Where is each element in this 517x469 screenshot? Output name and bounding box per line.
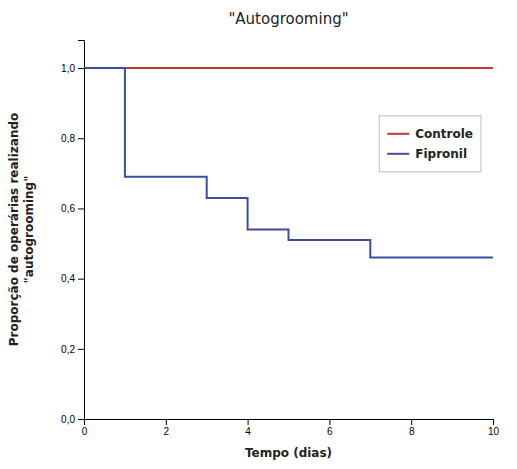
legend-swatch [387,133,409,135]
x-tick: 8 [409,419,415,437]
y-tick: 1,0 [61,63,84,74]
legend-label: Fipronil [415,147,467,161]
legend-swatch [387,153,409,155]
y-tick-label: 1,0 [61,63,75,74]
y-axis: 0,0 0,2 0,4 0,6 0,8 1,0 [61,41,84,425]
x-tick: 2 [164,419,170,437]
y-tick-mark [78,419,84,420]
y-tick-label: 0,2 [61,344,75,355]
x-tick: 6 [327,419,333,437]
x-axis: 0 2 4 6 8 10 [82,419,500,437]
x-tick-label: 6 [327,426,333,437]
y-tick: 0,4 [61,273,84,284]
marks [84,68,493,258]
y-tick-label: 0,4 [61,273,75,284]
x-tick-mark [493,419,494,425]
y-tick-label: 0,0 [61,414,75,425]
x-axis-line [85,420,494,426]
chart: 0 2 4 6 8 10 0,0 0,2 0,4 0,6 0,8 1,0 Controle Fiproni… [0,0,517,469]
x-tick-label: 8 [409,426,415,437]
x-tick-label: 0 [82,426,88,437]
y-axis-title: Proporção de operárias realizando"autogr… [7,113,36,347]
x-tick-label: 10 [488,426,500,437]
x-tick-mark [329,419,330,425]
x-tick-label: 4 [245,426,251,437]
y-tick: 0,0 [61,414,84,425]
y-tick-mark [78,138,84,139]
y-tick: 0,6 [61,203,84,214]
x-tick-mark [166,419,167,425]
legend-box [379,116,481,172]
x-tick-mark [411,419,412,425]
x-axis-title: Tempo (dias) [245,446,332,460]
y-tick-mark [78,349,84,350]
x-tick-label: 2 [164,426,170,437]
x-tick-mark [248,419,249,425]
y-tick-mark [78,279,84,280]
legend-item: Fipronil [387,147,467,161]
legend-item: Controle [387,127,473,141]
title: "Autogrooming" [228,10,348,28]
y-tick-label: 0,6 [61,203,75,214]
x-tick: 0 [82,419,88,437]
y-tick-mark [78,68,84,69]
y-tick: 0,8 [61,133,84,144]
y-tick: 0,2 [61,344,84,355]
y-axis-line [78,41,85,420]
series-line [84,67,493,69]
legend-label: Controle [415,127,473,141]
y-tick-label: 0,8 [61,133,75,144]
plot-area: 0 2 4 6 8 10 0,0 0,2 0,4 0,6 0,8 1,0 Controle Fiproni… [61,41,499,438]
x-tick: 4 [245,419,251,437]
y-tick-mark [78,208,84,209]
series-line [84,68,493,258]
x-tick: 10 [488,419,500,437]
legend: Controle Fipronil [379,116,481,172]
